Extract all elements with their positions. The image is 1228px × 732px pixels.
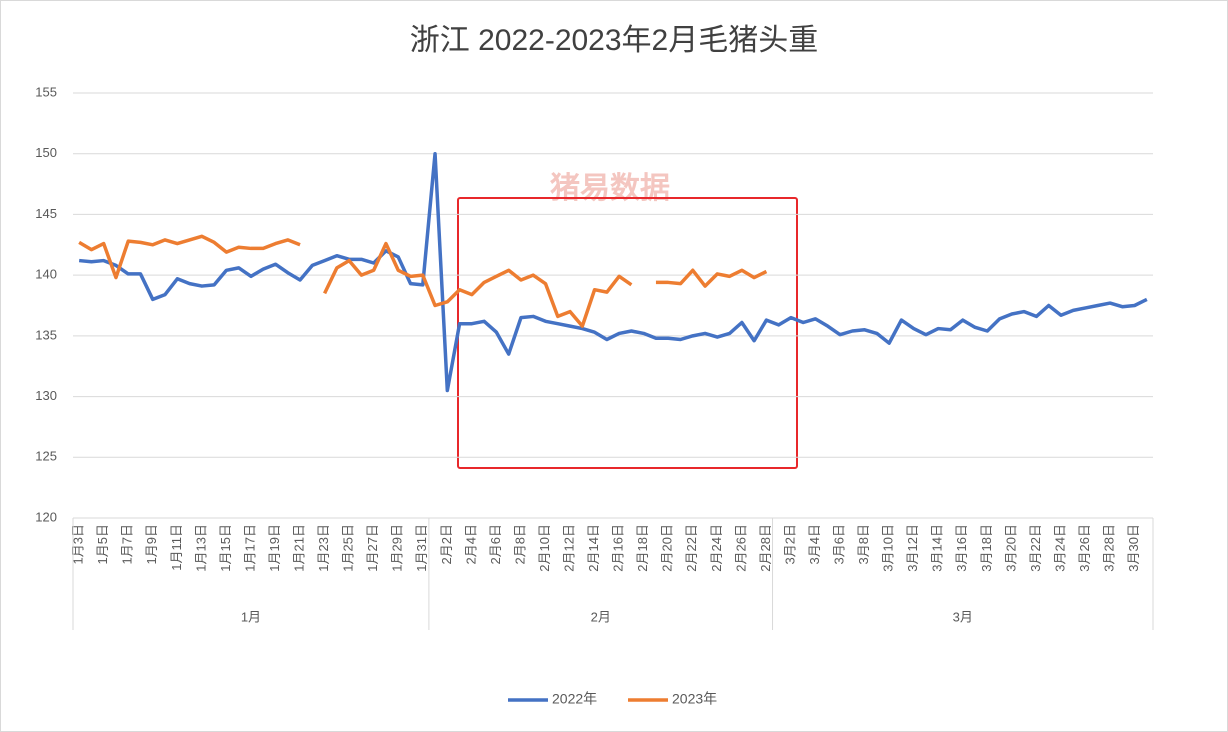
group-label: 1月 <box>241 609 261 624</box>
line-series <box>78 151 1148 393</box>
x-tick-label: 2月20日 <box>660 524 675 572</box>
y-tick-label: 145 <box>35 206 57 221</box>
x-tick-label: 1月23日 <box>316 524 331 572</box>
x-tick-label: 1月9日 <box>144 524 159 564</box>
x-tick-label: 1月19日 <box>267 524 282 572</box>
x-tick-label: 2月2日 <box>439 524 454 564</box>
x-tick-label: 2月4日 <box>463 524 478 564</box>
x-tick-label: 2月12日 <box>561 524 576 572</box>
x-tick-label: 2月28日 <box>758 524 773 572</box>
x-tick-label: 2月14日 <box>586 524 601 572</box>
x-tick-label: 2月16日 <box>611 524 626 572</box>
y-tick-label: 155 <box>35 84 57 99</box>
x-tick-label: 1月11日 <box>169 524 184 571</box>
x-tick-label: 3月22日 <box>1028 524 1043 572</box>
x-tick-label: 3月6日 <box>831 524 846 564</box>
x-tick-label: 3月16日 <box>954 524 969 572</box>
x-tick-label: 2月18日 <box>635 524 650 572</box>
x-tick-label: 2月22日 <box>684 524 699 572</box>
x-tick-label: 1月3日 <box>71 524 86 564</box>
x-tick-label: 3月24日 <box>1052 524 1067 572</box>
x-tick-label: 3月10日 <box>881 524 896 572</box>
line-series <box>323 241 633 328</box>
x-tick-label: 3月12日 <box>905 524 920 572</box>
x-tick-label: 1月17日 <box>242 524 257 572</box>
x-tick-label: 3月14日 <box>930 524 945 572</box>
x-tick-label: 2月6日 <box>488 524 503 564</box>
y-tick-label: 140 <box>35 267 57 282</box>
x-tick-label: 3月18日 <box>979 524 994 572</box>
line-series <box>655 268 768 288</box>
x-tick-label: 1月27日 <box>365 524 380 572</box>
x-tick-label: 3月28日 <box>1101 524 1116 572</box>
y-tick-label: 150 <box>35 145 57 160</box>
group-label: 3月 <box>953 609 973 624</box>
x-tick-label: 1月25日 <box>341 524 356 572</box>
x-tick-label: 1月7日 <box>120 524 135 564</box>
watermark: 猪易数据 <box>550 172 670 205</box>
legend-label: 2023年 <box>672 691 717 707</box>
x-tick-label: 1月13日 <box>193 524 208 572</box>
x-tick-label: 3月30日 <box>1126 524 1141 572</box>
x-tick-label: 2月24日 <box>709 524 724 572</box>
x-tick-label: 3月4日 <box>807 524 822 564</box>
chart-title: 浙江 2022-2023年2月毛猪头重 <box>410 24 819 57</box>
x-tick-label: 1月31日 <box>414 524 429 572</box>
x-tick-label: 1月29日 <box>390 524 405 572</box>
x-tick-label: 3月20日 <box>1003 524 1018 572</box>
y-tick-label: 125 <box>35 449 57 464</box>
y-tick-label: 135 <box>35 327 57 342</box>
x-tick-label: 3月8日 <box>856 524 871 564</box>
x-tick-label: 1月5日 <box>95 524 110 564</box>
x-tick-label: 1月15日 <box>218 524 233 572</box>
x-tick-label: 2月10日 <box>537 524 552 572</box>
x-tick-label: 2月26日 <box>733 524 748 572</box>
x-tick-label: 1月21日 <box>291 524 306 572</box>
x-tick-label: 3月26日 <box>1077 524 1092 572</box>
legend-label: 2022年 <box>552 691 597 707</box>
x-tick-label: 3月2日 <box>782 524 797 564</box>
group-label: 2月 <box>591 609 611 624</box>
y-tick-label: 130 <box>35 388 57 403</box>
line-series <box>78 234 301 280</box>
y-tick-label: 120 <box>35 509 57 524</box>
x-tick-label: 2月8日 <box>512 524 527 564</box>
